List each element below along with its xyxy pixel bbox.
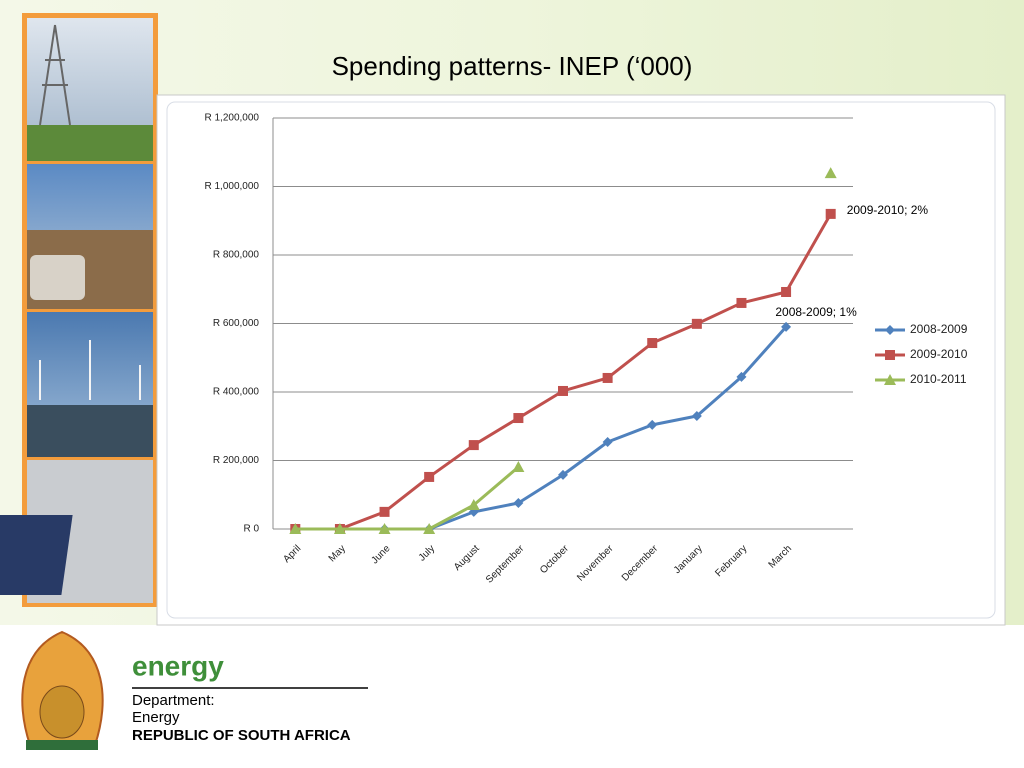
marker [558,469,568,480]
legend-label: 2008-2009 [910,322,968,336]
tank [30,255,85,300]
marker [825,208,836,219]
marker [423,523,436,534]
marker [647,419,658,430]
marker [558,385,568,396]
logo [21,630,104,750]
marker [333,523,346,534]
marker [513,497,524,508]
marker [468,440,479,451]
dept-label: Department: [132,692,215,709]
marker [781,286,792,297]
solar-panel [0,515,73,595]
marker [378,523,391,534]
dept-name: Energy [132,709,180,726]
emblem-motto [26,740,98,750]
marker [885,325,895,335]
marker [736,297,747,308]
marker [647,338,658,349]
y-tick-label: R 1,200,000 [205,113,260,124]
photo-strip [0,13,158,607]
y-tick-label: R 200,000 [213,455,260,466]
annotation: 2009-2010; 2% [847,203,929,217]
y-tick-label: R 600,000 [213,318,260,329]
marker [379,506,390,517]
annotation: 2008-2009; 1% [775,305,857,319]
marker [884,374,896,385]
brand: energy [132,650,224,681]
country: REPUBLIC OF SOUTH AFRICA [132,727,351,744]
marker [691,318,702,329]
marker [467,499,480,511]
marker [513,413,524,424]
marker [736,371,747,382]
chart-title: Spending patterns- INEP (‘000) [332,51,693,81]
marker [885,350,895,360]
legend-label: 2010-2011 [910,372,967,386]
marker [602,372,613,383]
y-tick-label: R 0 [243,524,259,535]
turbines [39,340,141,400]
pylon [39,24,71,126]
photo-water [27,405,153,457]
marker [289,523,302,534]
y-tick-label: R 400,000 [213,387,260,398]
marker [424,471,435,482]
marker [512,461,525,473]
photo-grass [27,125,153,161]
legend-label: 2009-2010 [910,347,968,361]
marker [781,321,792,332]
marker [691,410,702,421]
marker [824,167,837,179]
y-tick-label: R 800,000 [213,250,260,261]
footer-bg [0,625,1024,768]
chart-area [166,101,996,619]
marker [602,437,613,448]
y-tick-label: R 1,000,000 [205,181,260,192]
emblem-shield [39,685,85,739]
